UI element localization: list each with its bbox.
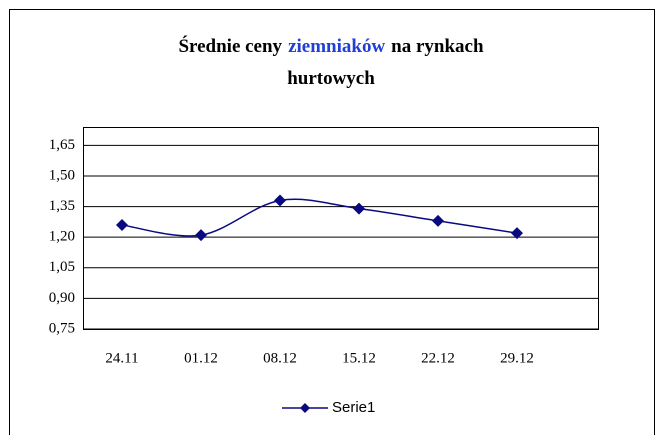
x-tick-label: 08.12 [263,350,297,366]
y-tick-label: 0,75 [49,320,75,336]
x-tick-label: 29.12 [500,350,534,366]
title-part: Średnie ceny [178,35,282,57]
legend-label: Serie1 [332,399,375,416]
x-tick-label: 22.12 [421,350,455,366]
data-point [511,227,523,240]
plot-area [83,127,599,330]
x-tick-label: 01.12 [184,350,218,366]
legend-marker [300,403,310,413]
x-tick-label: 15.12 [342,350,376,366]
data-point [353,202,365,215]
y-tick-label: 1,05 [49,259,75,275]
y-tick-label: 1,50 [49,167,75,183]
title-part: ziemniaków [288,36,385,57]
chart-title: hurtowych [287,68,375,89]
data-point [195,229,207,242]
data-point [274,194,286,207]
data-point [432,214,444,227]
chart-title: Średnie ceny ziemniaków na rynkach [178,35,484,57]
y-tick-label: 1,20 [49,229,75,245]
data-point [116,218,128,231]
y-tick-label: 1,35 [49,198,75,214]
y-tick-label: 0,90 [49,290,75,306]
y-tick-label: 1,65 [49,137,75,153]
title-part: na rynkach [391,36,484,57]
x-tick-label: 24.11 [105,350,138,366]
title-part: hurtowych [287,68,375,89]
